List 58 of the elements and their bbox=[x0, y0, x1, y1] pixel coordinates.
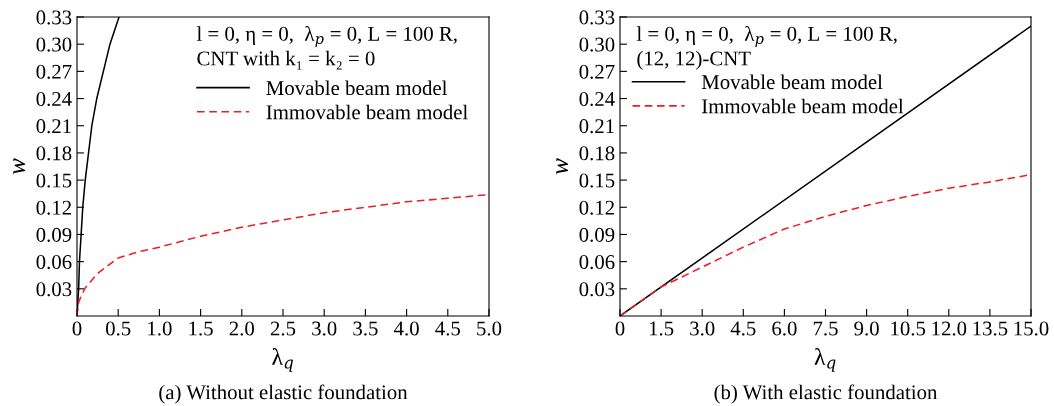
x-axis-title: λ$_{q}$ bbox=[814, 348, 836, 372]
x-tick-label: 5.0 bbox=[477, 321, 502, 336]
y-axis-title: w bbox=[556, 158, 569, 175]
y-tick-label: 0.12 bbox=[36, 200, 71, 215]
text: (b) With elastic foundation bbox=[714, 384, 938, 404]
y-tick-label: 0.27 bbox=[579, 64, 615, 79]
y-tick-label: 0.27 bbox=[36, 64, 72, 79]
x-tick-label: 0 bbox=[72, 321, 82, 336]
y-tick-label: 0.21 bbox=[579, 119, 614, 134]
x-tick-label: 3.0 bbox=[312, 321, 337, 336]
annotation: (12, 12)-CNT bbox=[637, 50, 751, 70]
y-tick-label: 0.30 bbox=[579, 37, 615, 52]
x-tick-label: 4.0 bbox=[393, 321, 419, 336]
x-tick-label: 0.5 bbox=[105, 321, 131, 336]
legend-label: Immovable beam model bbox=[702, 98, 904, 114]
x-tick-label: 3.5 bbox=[353, 321, 378, 336]
y-axis-title: w bbox=[13, 158, 26, 175]
legend-label: Immovable beam model bbox=[266, 104, 468, 120]
x-tick-label: 0 bbox=[615, 321, 625, 336]
x-tick-label: 2.0 bbox=[229, 321, 255, 336]
y-tick-label: 0.33 bbox=[579, 10, 615, 25]
y-tick-label: 0.24 bbox=[579, 91, 615, 107]
y-tick-label: 0.06 bbox=[36, 255, 72, 270]
y-tick-label: 0.03 bbox=[579, 282, 615, 297]
y-tick-label: 0.12 bbox=[579, 200, 614, 215]
x-tick-label: 10.5 bbox=[891, 321, 926, 336]
y-tick-label: 0.15 bbox=[36, 173, 72, 188]
y-tick-label: 0.30 bbox=[36, 37, 72, 52]
annotation: l = 0, η = 0, λ$_{p}$ = 0, L = 100 R, bbox=[636, 25, 897, 47]
y-tick-label: 0.09 bbox=[36, 227, 72, 242]
x-tick-label: 3.0 bbox=[690, 321, 715, 336]
y-tick-label: 0.09 bbox=[579, 227, 615, 242]
annotation: l = 0, η = 0, λ$_{p}$ = 0, L = 100 R, bbox=[196, 25, 457, 47]
x-tick-label: 7.5 bbox=[813, 321, 838, 336]
x-tick-label: 6.0 bbox=[772, 321, 797, 336]
x-tick-label: 13.5 bbox=[973, 321, 1008, 336]
y-tick-label: 0.18 bbox=[36, 146, 72, 161]
x-tick-label: 2.5 bbox=[270, 321, 296, 336]
x-tick-label: 1.0 bbox=[148, 321, 172, 336]
x-tick-label: 12.0 bbox=[932, 321, 967, 336]
y-tick-label: 0.15 bbox=[579, 173, 615, 188]
annotation: CNT with k₁ = k₂ = 0 bbox=[197, 50, 375, 70]
y-tick-label: 0.06 bbox=[579, 255, 615, 270]
x-tick-label: 4.5 bbox=[435, 321, 461, 336]
x-tick-label: 15.0 bbox=[1014, 321, 1049, 336]
x-tick-label: 1.5 bbox=[189, 321, 213, 336]
y-tick-label: 0.33 bbox=[36, 10, 72, 25]
legend-label: Movable beam model bbox=[266, 80, 448, 96]
y-tick-label: 0.21 bbox=[36, 119, 71, 134]
legend-label: Movable beam model bbox=[701, 74, 883, 90]
y-tick-label: 0.18 bbox=[579, 146, 615, 161]
y-tick-label: 0.24 bbox=[36, 91, 72, 107]
y-tick-label: 0.03 bbox=[36, 282, 72, 297]
text: (a) Without elastic foundation bbox=[159, 384, 408, 404]
x-axis-title: λ$_{q}$ bbox=[272, 348, 294, 372]
x-tick-label: 4.5 bbox=[730, 321, 756, 336]
x-tick-label: 9.0 bbox=[854, 321, 879, 336]
x-tick-label: 1.5 bbox=[649, 321, 674, 336]
